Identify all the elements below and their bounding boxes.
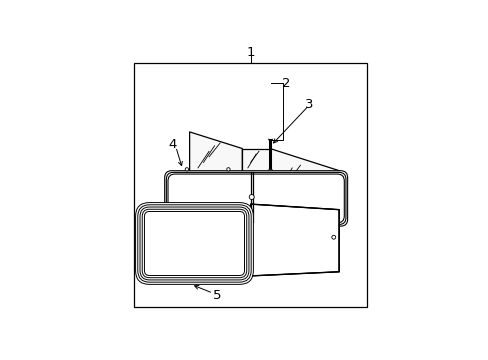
Polygon shape — [189, 132, 242, 187]
Polygon shape — [269, 149, 339, 204]
Circle shape — [267, 169, 273, 175]
Circle shape — [226, 168, 230, 171]
FancyBboxPatch shape — [164, 171, 347, 226]
Text: 5: 5 — [213, 289, 221, 302]
Polygon shape — [250, 204, 339, 276]
Bar — [134, 63, 366, 307]
Polygon shape — [242, 149, 269, 187]
Text: 2: 2 — [282, 77, 290, 90]
Text: 3: 3 — [304, 98, 312, 111]
Text: 1: 1 — [246, 46, 254, 59]
Circle shape — [331, 235, 335, 239]
FancyBboxPatch shape — [135, 203, 253, 284]
Circle shape — [185, 168, 188, 171]
Circle shape — [249, 194, 254, 199]
Text: 4: 4 — [168, 138, 177, 151]
